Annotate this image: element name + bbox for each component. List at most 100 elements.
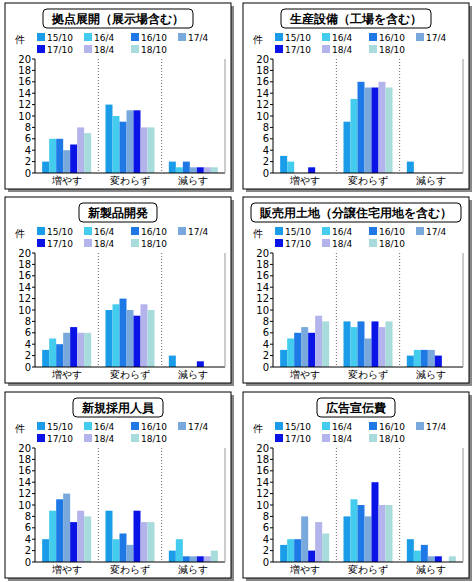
y-tick-label: 14 <box>256 88 269 99</box>
bar <box>49 511 56 562</box>
bar <box>358 505 365 562</box>
legend-label: 16/4 <box>332 33 352 43</box>
figure: 拠点展開（展示場含む）件15/1016/416/1017/417/1018/41… <box>0 0 473 582</box>
bar <box>134 316 141 367</box>
bars <box>280 482 456 562</box>
bar <box>344 321 351 367</box>
legend-swatch <box>369 239 377 247</box>
category-divider <box>161 253 162 367</box>
legend-label: 17/4 <box>426 227 446 237</box>
y-tick-label: 16 <box>256 465 269 476</box>
bars <box>42 494 218 562</box>
bar <box>63 494 70 562</box>
title: 新製品開発 <box>87 206 148 220</box>
y-tick-label: 2 <box>263 545 269 556</box>
y-tick-label: 4 <box>25 534 31 545</box>
legend-swatch <box>131 239 139 247</box>
legend-swatch <box>416 422 424 430</box>
plot-right-edge <box>463 448 464 562</box>
legend-swatch <box>275 434 283 442</box>
y-tick-label: 12 <box>256 99 269 110</box>
legend-swatch <box>275 45 283 53</box>
bar <box>308 167 315 173</box>
legend-label: 18/4 <box>332 239 352 249</box>
title-box <box>281 9 431 28</box>
bar <box>386 321 393 367</box>
bar <box>120 299 127 367</box>
bar <box>280 156 287 173</box>
legend-swatch <box>322 45 330 53</box>
bar <box>197 167 204 173</box>
legend-swatch <box>369 33 377 41</box>
bar <box>301 327 308 367</box>
y-tick-label: 16 <box>18 76 31 87</box>
legend-swatch <box>369 422 377 430</box>
bar <box>127 545 134 562</box>
legend-swatch <box>84 422 92 430</box>
y-tick-label: 14 <box>18 282 31 293</box>
y-tick-label: 8 <box>263 511 269 522</box>
plot-right-edge <box>225 253 226 367</box>
bar <box>56 499 63 562</box>
y-tick-label: 10 <box>18 500 31 511</box>
bar <box>70 327 77 367</box>
x-tick-label: 減らす <box>178 369 208 380</box>
bar <box>127 110 134 173</box>
bar <box>351 99 358 173</box>
category-divider <box>98 448 99 562</box>
legend-swatch <box>322 227 330 235</box>
bar <box>141 127 148 173</box>
bar <box>84 333 91 367</box>
category-divider <box>399 59 400 173</box>
legend-label: 17/4 <box>188 227 208 237</box>
legend-swatch <box>131 45 139 53</box>
bar <box>351 499 358 562</box>
bar <box>351 327 358 367</box>
y-tick-label: 0 <box>263 557 269 568</box>
bar <box>294 333 301 367</box>
y-tick-label: 4 <box>263 534 269 545</box>
bar <box>183 556 190 562</box>
legend-label: 16/10 <box>379 227 405 237</box>
plot-right-edge <box>225 59 226 173</box>
y-tick-label: 10 <box>256 305 269 316</box>
bar <box>414 551 421 562</box>
bar <box>141 304 148 367</box>
bar <box>407 539 414 562</box>
legend-swatch <box>37 434 45 442</box>
y-axis <box>35 253 36 367</box>
panel-frame <box>5 3 231 189</box>
legend-label: 17/4 <box>426 422 446 432</box>
legend-swatch <box>322 422 330 430</box>
x-tick-label: 変わらず <box>110 175 150 187</box>
plot-right-edge <box>225 448 226 562</box>
bar <box>42 162 49 173</box>
bar <box>113 539 120 562</box>
x-axis <box>35 173 225 174</box>
legend-label: 17/10 <box>47 239 73 249</box>
legend-swatch <box>275 239 283 247</box>
legend-label: 18/10 <box>141 434 167 444</box>
bar <box>84 516 91 562</box>
bar <box>63 333 70 367</box>
bar <box>77 511 84 562</box>
category-divider <box>336 253 337 367</box>
bar <box>42 539 49 562</box>
bar <box>176 167 183 173</box>
y-axis <box>35 59 36 173</box>
legend-swatch <box>131 434 139 442</box>
title: 広告宣伝費 <box>325 401 386 415</box>
x-tick-label: 増やす <box>51 369 82 380</box>
legend-label: 16/10 <box>141 422 167 432</box>
panel: 新製品開発件15/1016/416/1017/417/1018/418/1002… <box>5 197 234 386</box>
bar <box>344 122 351 173</box>
bar <box>372 88 379 174</box>
y-tick-label: 4 <box>263 145 269 156</box>
legend-swatch <box>37 45 45 53</box>
bar <box>308 333 315 367</box>
legend-label: 17/10 <box>285 434 311 444</box>
legend-label: 17/10 <box>285 239 311 249</box>
legend-label: 17/4 <box>188 33 208 43</box>
legend-swatch <box>131 227 139 235</box>
y-tick-label: 16 <box>256 270 269 281</box>
